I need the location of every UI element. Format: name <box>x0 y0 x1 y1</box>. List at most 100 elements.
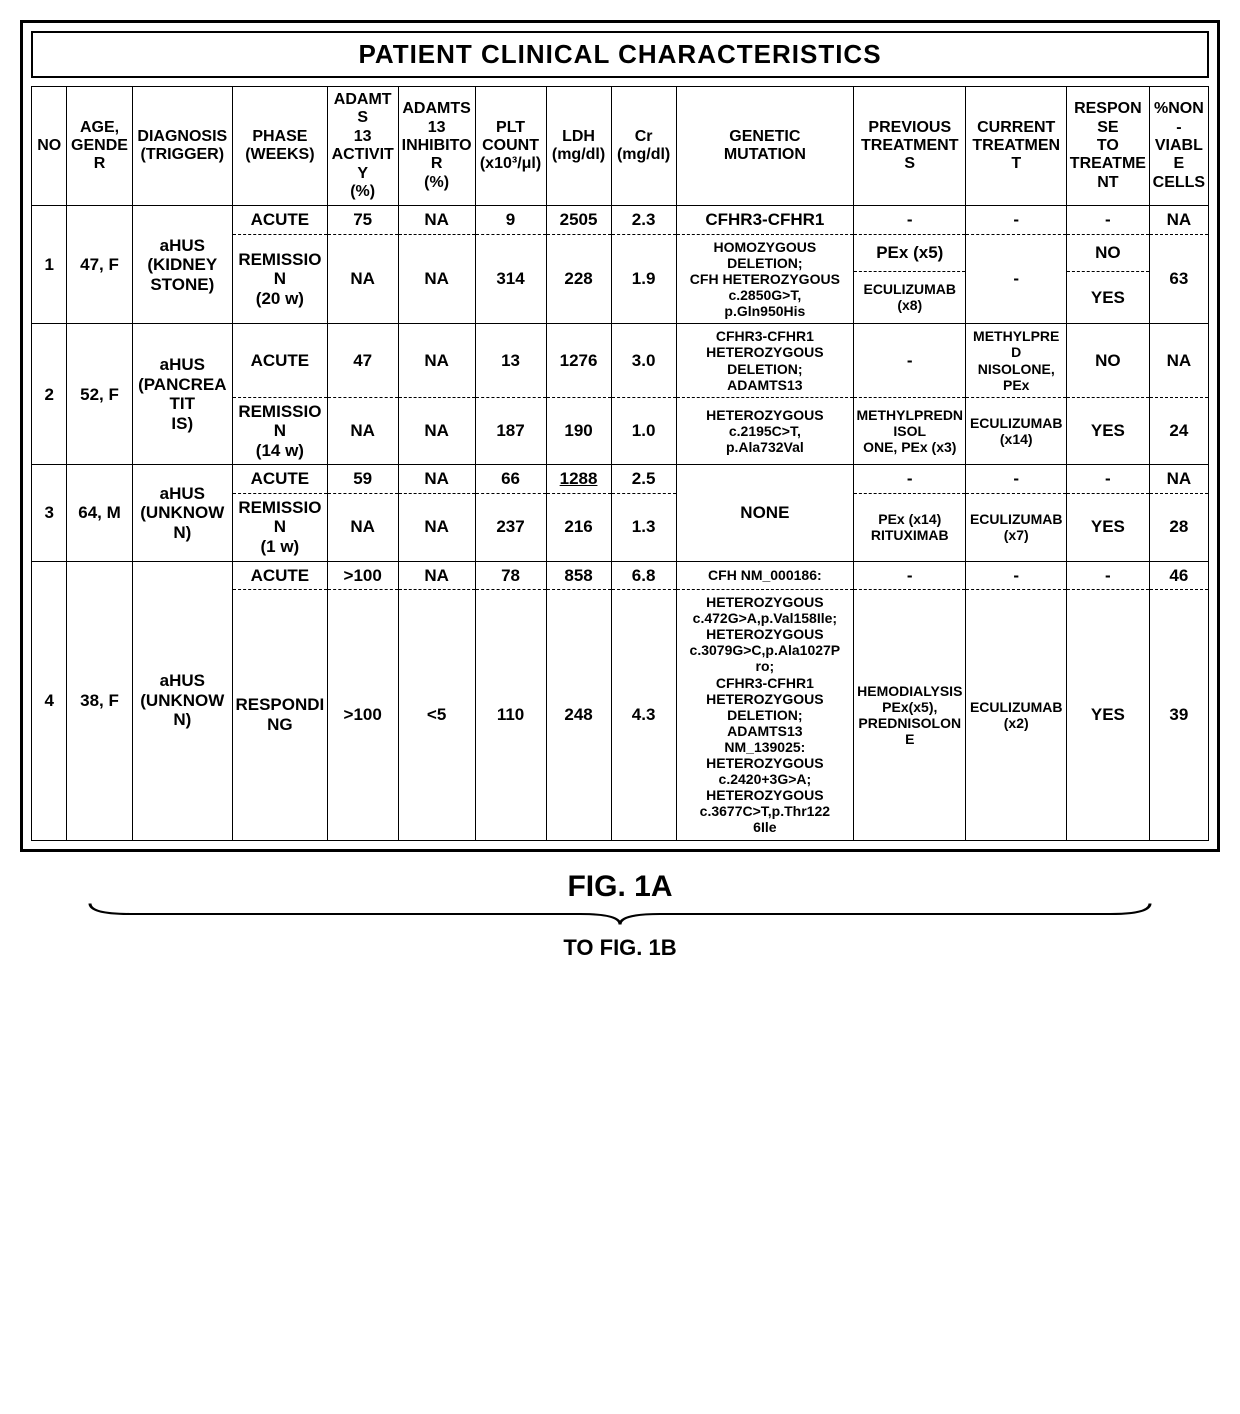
cell: NA <box>398 465 475 494</box>
cell: 248 <box>546 590 611 840</box>
cell-phase: ACUTE <box>233 561 328 590</box>
cell: METHYLPREDNISOLONE, PEx <box>966 324 1067 397</box>
table-title: PATIENT CLINICAL CHARACTERISTICS <box>31 31 1209 78</box>
cell: NA <box>1149 206 1208 235</box>
cell: METHYLPREDNISOLONE, PEx (x3) <box>854 397 966 465</box>
cell: HETEROZYGOUSc.2195C>T,p.Ala732Val <box>676 397 853 465</box>
cell: 66 <box>475 465 546 494</box>
table-row: 1 47, F aHUS(KIDNEYSTONE) ACUTE 75 NA 9 … <box>32 206 1209 235</box>
cell: NA <box>327 493 398 561</box>
clinical-table: NOAGE,GENDERDIAGNOSIS(TRIGGER)PHASE(WEEK… <box>31 86 1209 841</box>
cell: NA <box>1149 324 1208 397</box>
cell: CFHR3-CFHR1 <box>676 206 853 235</box>
cell: NA <box>1149 465 1208 494</box>
cell: >100 <box>327 561 398 590</box>
cell: NA <box>398 234 475 323</box>
header-cell: ADAMTS13INHIBITOR(%) <box>398 87 475 206</box>
cell: - <box>966 465 1067 494</box>
cell: YES <box>1066 590 1149 840</box>
header-row: NOAGE,GENDERDIAGNOSIS(TRIGGER)PHASE(WEEK… <box>32 87 1209 206</box>
cell: HOMOZYGOUS DELETION;CFH HETEROZYGOUSc.28… <box>676 234 853 323</box>
cell: 1276 <box>546 324 611 397</box>
cell: NA <box>398 493 475 561</box>
brace-icon <box>20 900 1220 933</box>
cell-no: 4 <box>32 561 67 840</box>
cell: - <box>966 234 1067 323</box>
cell: NA <box>398 397 475 465</box>
cell-age-gender: 38, F <box>67 561 132 840</box>
cell-phase: ACUTE <box>233 206 328 235</box>
cell: NA <box>327 397 398 465</box>
header-cell: %NON-VIABLECELLS <box>1149 87 1208 206</box>
cell: ECULIZUMAB (x8) <box>854 271 966 324</box>
cell: 28 <box>1149 493 1208 561</box>
header-cell: GENETICMUTATION <box>676 87 853 206</box>
cell: YES <box>1066 271 1149 324</box>
cell: - <box>854 561 966 590</box>
cell-phase: RESPONDING <box>233 590 328 840</box>
cell: 78 <box>475 561 546 590</box>
cell: 858 <box>546 561 611 590</box>
cell: 228 <box>546 234 611 323</box>
cell: 47 <box>327 324 398 397</box>
header-cell: CURRENTTREATMENT <box>966 87 1067 206</box>
cell: - <box>854 465 966 494</box>
cell: 216 <box>546 493 611 561</box>
cell-phase: REMISSION(1 w) <box>233 493 328 561</box>
table-row: 3 64, M aHUS(UNKNOWN) ACUTE 59 NA 66 128… <box>32 465 1209 494</box>
cell: 187 <box>475 397 546 465</box>
header-cell: PHASE(WEEKS) <box>233 87 328 206</box>
cell: NONE <box>676 465 853 561</box>
cell: 6.8 <box>611 561 676 590</box>
cell: 237 <box>475 493 546 561</box>
cell: - <box>966 561 1067 590</box>
figure-subcaption: TO FIG. 1B <box>20 935 1220 961</box>
cell: ECULIZUMAB(x2) <box>966 590 1067 840</box>
cell: - <box>854 324 966 397</box>
cell: NA <box>327 234 398 323</box>
figure-caption: FIG. 1A <box>20 870 1220 904</box>
cell: 24 <box>1149 397 1208 465</box>
cell: 63 <box>1149 234 1208 323</box>
cell-age-gender: 64, M <box>67 465 132 561</box>
cell-phase: ACUTE <box>233 324 328 397</box>
cell: 9 <box>475 206 546 235</box>
table-row: 2 52, F aHUS(PANCREATITIS) ACUTE 47 NA 1… <box>32 324 1209 397</box>
cell: CFHR3-CFHR1HETEROZYGOUS DELETION;ADAMTS1… <box>676 324 853 397</box>
cell: - <box>966 206 1067 235</box>
cell: 3.0 <box>611 324 676 397</box>
cell: NA <box>398 206 475 235</box>
cell-no: 2 <box>32 324 67 465</box>
cell: 46 <box>1149 561 1208 590</box>
cell-diagnosis: aHUS(UNKNOWN) <box>132 465 233 561</box>
cell: ECULIZUMAB(x14) <box>966 397 1067 465</box>
cell: NO <box>1066 234 1149 271</box>
cell: 1288 <box>546 465 611 494</box>
cell-no: 1 <box>32 206 67 324</box>
cell: 39 <box>1149 590 1208 840</box>
cell: 314 <box>475 234 546 323</box>
cell: ECULIZUMAB(x7) <box>966 493 1067 561</box>
cell: 1.0 <box>611 397 676 465</box>
cell: HETEROZYGOUSc.472G>A,p.Val158Ile;HETEROZ… <box>676 590 853 840</box>
cell: - <box>1066 465 1149 494</box>
cell: NO <box>1066 324 1149 397</box>
cell-phase: ACUTE <box>233 465 328 494</box>
table-row: 4 38, F aHUS(UNKNOWN) ACUTE >100 NA 78 8… <box>32 561 1209 590</box>
cell-diagnosis: aHUS(KIDNEYSTONE) <box>132 206 233 324</box>
cell-phase: REMISSION(14 w) <box>233 397 328 465</box>
cell: 190 <box>546 397 611 465</box>
header-cell: NO <box>32 87 67 206</box>
cell: YES <box>1066 493 1149 561</box>
cell-age-gender: 47, F <box>67 206 132 324</box>
cell: HEMODIALYSISPEx(x5),PREDNISOLONE <box>854 590 966 840</box>
cell: YES <box>1066 397 1149 465</box>
cell-age-gender: 52, F <box>67 324 132 465</box>
cell-diagnosis: aHUS(PANCREATITIS) <box>132 324 233 465</box>
header-cell: PREVIOUSTREATMENTS <box>854 87 966 206</box>
cell: PEx (x5) <box>854 234 966 271</box>
cell: - <box>854 206 966 235</box>
header-cell: DIAGNOSIS(TRIGGER) <box>132 87 233 206</box>
cell: 75 <box>327 206 398 235</box>
header-cell: LDH(mg/dl) <box>546 87 611 206</box>
